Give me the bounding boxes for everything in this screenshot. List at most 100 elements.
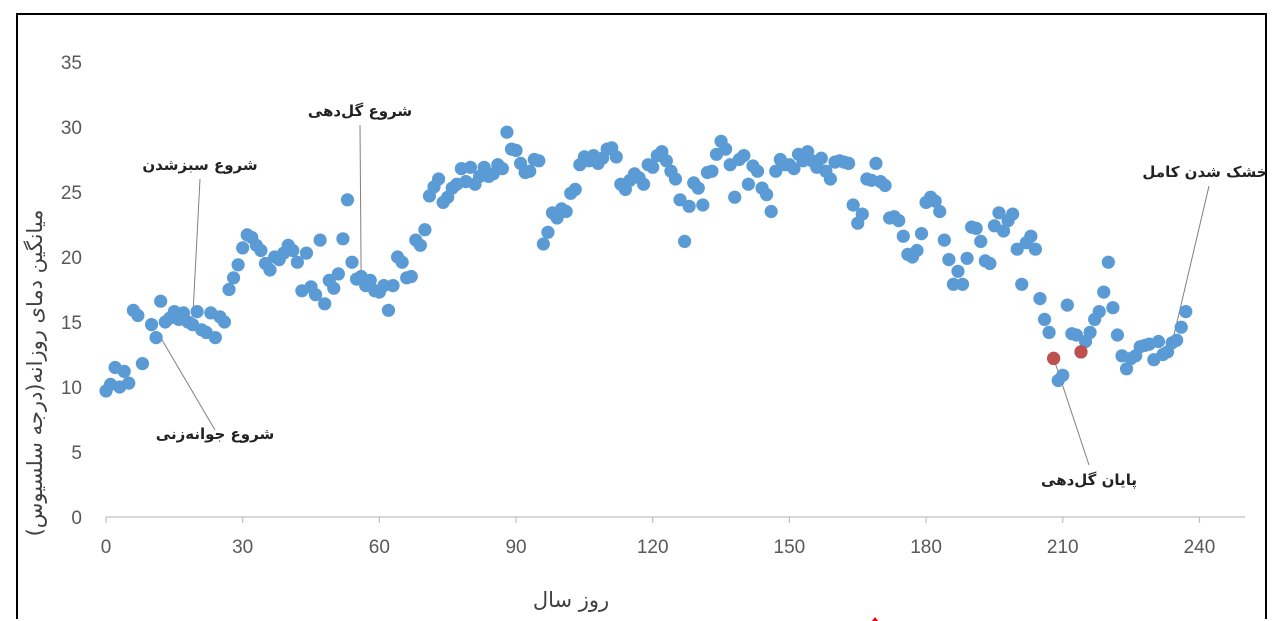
data-point xyxy=(914,227,929,241)
data-point xyxy=(190,305,204,319)
data-point xyxy=(1060,298,1074,312)
data-point xyxy=(135,357,150,371)
data-point xyxy=(719,142,733,156)
data-point xyxy=(236,241,250,255)
data-point xyxy=(327,281,341,295)
pointer-marker xyxy=(871,617,879,621)
x-tick-label: 180 xyxy=(910,537,942,558)
x-tick-label: 0 xyxy=(101,537,112,558)
data-point xyxy=(308,288,323,302)
data-point xyxy=(263,263,277,277)
data-point xyxy=(404,269,418,284)
data-point xyxy=(1015,277,1029,291)
data-points xyxy=(99,125,1193,398)
y-tick-label: 20 xyxy=(61,248,82,269)
data-point xyxy=(536,237,550,251)
annotation-label: شروع گل‌دهی xyxy=(308,102,412,120)
data-point xyxy=(728,190,742,204)
data-point xyxy=(928,194,942,208)
data-point xyxy=(842,156,856,170)
data-point xyxy=(992,206,1006,220)
data-point xyxy=(208,331,222,345)
data-point xyxy=(331,267,345,281)
y-axis-title: میانگین دمای روزانه(درجه سلسیوس) xyxy=(23,210,47,537)
data-point xyxy=(1170,333,1184,347)
y-tick-label: 25 xyxy=(61,183,82,204)
data-point xyxy=(395,255,409,269)
data-point xyxy=(226,271,241,285)
data-point xyxy=(509,143,523,157)
highlighted-data-point xyxy=(1074,345,1088,359)
data-point xyxy=(910,243,924,258)
data-point xyxy=(559,204,573,219)
data-point xyxy=(1028,242,1043,256)
y-tick-label: 15 xyxy=(61,313,82,334)
data-point xyxy=(500,125,514,139)
chart-frame: 0 30 60 90 120 150 180 210 240 0 5 10 15 20 25 30 35 شرو… xyxy=(16,13,1268,621)
data-point xyxy=(896,229,910,243)
data-point xyxy=(1010,242,1024,256)
data-point xyxy=(377,279,391,293)
data-point xyxy=(340,193,355,207)
data-point xyxy=(960,251,974,265)
data-point xyxy=(381,303,396,317)
data-point xyxy=(1069,328,1084,342)
data-point xyxy=(1024,229,1038,243)
data-point xyxy=(668,172,683,186)
data-point xyxy=(691,181,705,195)
annotation-label: پایان گل‌دهی xyxy=(1041,471,1137,490)
data-point xyxy=(363,273,377,287)
data-point xyxy=(1056,368,1070,382)
y-tick-label: 0 xyxy=(71,508,82,529)
data-point xyxy=(122,376,136,390)
x-tick-label: 240 xyxy=(1184,537,1216,558)
data-point xyxy=(336,232,350,246)
data-point xyxy=(418,223,432,237)
data-point xyxy=(814,151,828,165)
data-point xyxy=(696,198,710,212)
data-point xyxy=(937,233,951,247)
data-point xyxy=(523,164,537,178)
annotation-label: شروع جوانه‌زنی xyxy=(156,425,274,443)
data-point xyxy=(823,172,838,186)
data-point xyxy=(682,199,696,213)
x-axis-title: روز سال xyxy=(533,588,609,612)
data-point xyxy=(673,193,687,207)
data-point xyxy=(431,172,446,186)
data-point xyxy=(737,149,751,163)
data-point xyxy=(933,204,947,219)
data-point xyxy=(769,164,783,178)
y-tick-label: 10 xyxy=(61,378,82,399)
annotation-leader-line xyxy=(359,124,362,277)
annotation-leader-line xyxy=(1171,185,1210,343)
data-point xyxy=(217,315,232,329)
data-point xyxy=(946,277,961,291)
data-point xyxy=(705,164,719,178)
data-point xyxy=(231,258,245,272)
data-point xyxy=(254,243,268,258)
data-point xyxy=(222,282,236,297)
data-point xyxy=(750,164,765,178)
data-point xyxy=(846,198,860,212)
data-point xyxy=(974,234,988,248)
data-point xyxy=(1097,285,1111,299)
data-point xyxy=(313,233,327,247)
data-point xyxy=(955,277,970,291)
data-point xyxy=(117,364,131,378)
data-point xyxy=(659,154,673,168)
data-point xyxy=(1106,301,1120,315)
data-point xyxy=(386,279,400,293)
data-point xyxy=(1110,328,1125,342)
data-point xyxy=(413,238,427,252)
data-point xyxy=(878,178,892,193)
data-point xyxy=(1042,325,1056,339)
data-point xyxy=(969,221,983,235)
data-point xyxy=(1037,312,1052,326)
y-tick-label: 30 xyxy=(61,118,82,139)
annotations: شروع جوانه‌زنی شروع سبزشدن شروع گل‌دهی پایا… xyxy=(142,102,1267,490)
data-point xyxy=(1101,255,1115,269)
data-point xyxy=(892,214,906,228)
data-point xyxy=(646,160,660,174)
data-point xyxy=(996,224,1011,238)
data-point xyxy=(1033,292,1047,306)
